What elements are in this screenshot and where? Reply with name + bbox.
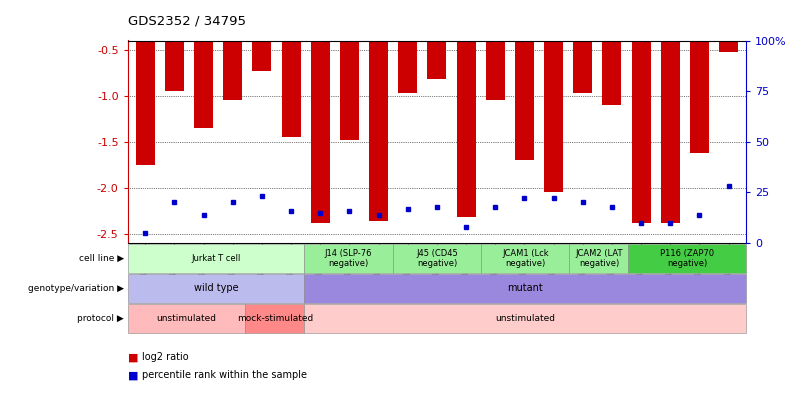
Bar bbox=[165, 40, 184, 91]
Bar bbox=[602, 40, 622, 105]
Bar bbox=[719, 40, 738, 51]
Bar bbox=[223, 40, 242, 100]
Bar bbox=[136, 40, 155, 165]
Text: mutant: mutant bbox=[508, 284, 543, 293]
Bar bbox=[310, 40, 330, 223]
Text: J45 (CD45
negative): J45 (CD45 negative) bbox=[416, 249, 458, 268]
Bar bbox=[690, 40, 709, 153]
Text: GDS2352 / 34795: GDS2352 / 34795 bbox=[128, 14, 246, 27]
Bar bbox=[340, 40, 359, 140]
Text: ■: ■ bbox=[128, 352, 138, 362]
Text: JCAM2 (LAT
negative): JCAM2 (LAT negative) bbox=[575, 249, 622, 268]
Bar bbox=[252, 40, 271, 71]
Text: J14 (SLP-76
negative): J14 (SLP-76 negative) bbox=[325, 249, 373, 268]
Text: cell line ▶: cell line ▶ bbox=[78, 254, 124, 263]
Text: protocol ▶: protocol ▶ bbox=[77, 314, 124, 323]
Text: Jurkat T cell: Jurkat T cell bbox=[192, 254, 241, 263]
Bar bbox=[456, 40, 476, 217]
Text: percentile rank within the sample: percentile rank within the sample bbox=[142, 371, 307, 380]
Bar bbox=[194, 40, 213, 128]
Bar bbox=[632, 40, 650, 223]
Bar bbox=[573, 40, 592, 93]
Text: P116 (ZAP70
negative): P116 (ZAP70 negative) bbox=[660, 249, 714, 268]
Bar bbox=[544, 40, 563, 192]
Bar bbox=[282, 40, 301, 137]
Bar bbox=[486, 40, 504, 100]
Text: unstimulated: unstimulated bbox=[156, 314, 216, 323]
Bar bbox=[428, 40, 446, 79]
Text: ■: ■ bbox=[128, 371, 138, 380]
Text: unstimulated: unstimulated bbox=[496, 314, 555, 323]
Text: JCAM1 (Lck
negative): JCAM1 (Lck negative) bbox=[502, 249, 548, 268]
Bar bbox=[369, 40, 388, 221]
Bar bbox=[515, 40, 534, 160]
Bar bbox=[661, 40, 680, 223]
Text: mock-stimulated: mock-stimulated bbox=[237, 314, 313, 323]
Text: genotype/variation ▶: genotype/variation ▶ bbox=[28, 284, 124, 293]
Bar bbox=[398, 40, 417, 93]
Text: log2 ratio: log2 ratio bbox=[142, 352, 188, 362]
Text: wild type: wild type bbox=[194, 284, 239, 293]
